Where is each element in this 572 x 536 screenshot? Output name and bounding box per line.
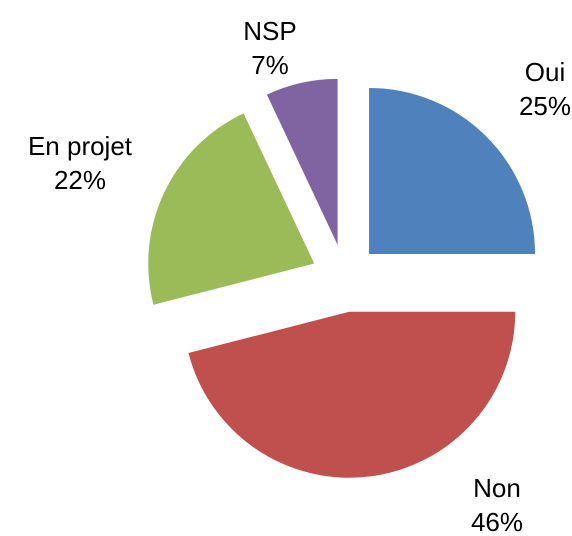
pie-slice (266, 78, 338, 245)
slice-category-label: NSP (243, 16, 296, 46)
slice-category-label: En projet (28, 131, 133, 161)
slice-category-label: Non (473, 473, 521, 503)
pie-slice (188, 311, 516, 478)
slice-category-label: Oui (525, 57, 565, 87)
slice-value-label: 7% (251, 50, 289, 80)
slice-value-label: 25% (519, 91, 571, 121)
pie-slice (369, 87, 536, 254)
slice-value-label: 46% (471, 507, 523, 536)
pie-slice (148, 113, 315, 305)
slice-value-label: 22% (54, 165, 106, 195)
